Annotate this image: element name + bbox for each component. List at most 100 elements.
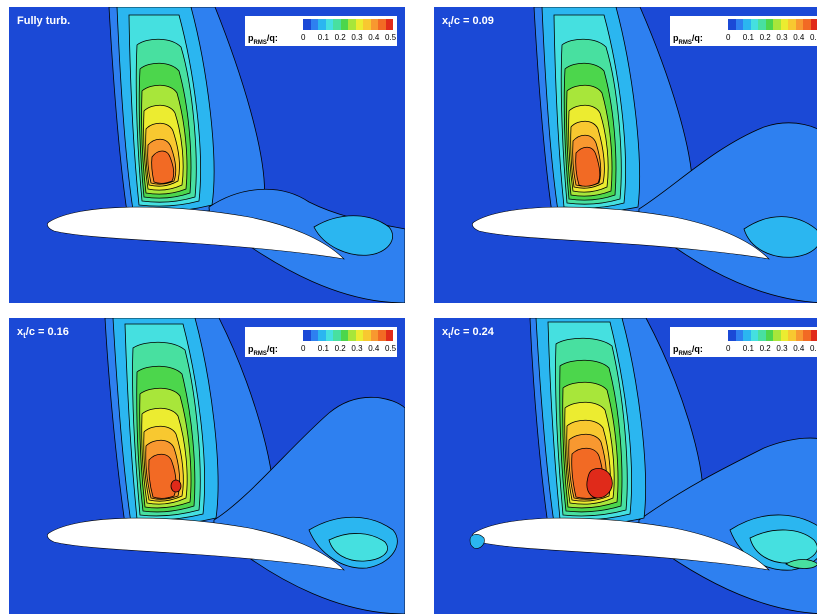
- legend-tick-label: 0: [726, 33, 731, 42]
- legend-colorbar: [728, 19, 817, 30]
- contour-level-10: [575, 146, 601, 187]
- contour-panel-xt-0-24: xt/c = 0.24 pRMS/q: 0 0.1 0.2 0.3 0.4 0.5: [434, 318, 817, 614]
- legend-tick-label: 0.2: [334, 33, 346, 42]
- legend-swatch: [348, 19, 356, 30]
- legend-tick-label: 0.3: [776, 344, 788, 353]
- legend-swatch: [803, 19, 811, 30]
- contour-level-10: [148, 453, 177, 499]
- legend-swatch: [743, 19, 751, 30]
- airfoil: [47, 206, 345, 260]
- legend-swatch: [758, 19, 766, 30]
- contour-level-wake-c: [328, 533, 388, 562]
- legend-colorbar: [303, 330, 393, 341]
- legend-tick-label: 0.2: [759, 344, 771, 353]
- contour-level-10: [151, 150, 175, 184]
- legend-swatch: [310, 19, 318, 30]
- legend-tick-label: 0.1: [742, 344, 754, 353]
- legend-tick-label: 0: [301, 33, 306, 42]
- legend-swatch: [318, 330, 326, 341]
- legend-tick-label: 0.2: [759, 33, 771, 42]
- legend-swatch: [780, 330, 788, 341]
- legend-tick-label: 0.2: [334, 344, 346, 353]
- legend-label: pRMS/q:: [248, 344, 278, 357]
- legend-tick-label: 0.1: [317, 33, 329, 42]
- legend-swatch: [340, 330, 348, 341]
- legend-ticks: 0 0.1 0.2 0.3 0.4 0.5: [722, 33, 817, 44]
- airfoil: [47, 517, 345, 571]
- legend-swatch: [370, 330, 378, 341]
- legend-swatch: [735, 19, 743, 30]
- legend-colorbar: [303, 19, 393, 30]
- legend-swatch: [378, 19, 386, 30]
- contour-panel-fully-turb: Fully turb. pRMS/q: 0 0.1 0.2 0.3 0.4 0.5: [9, 7, 405, 303]
- color-legend: pRMS/q: 0 0.1 0.2 0.3 0.4 0.5: [670, 16, 817, 46]
- legend-swatch: [355, 19, 363, 30]
- legend-swatch: [385, 330, 393, 341]
- legend-tick-label: 0.3: [351, 344, 363, 353]
- panel-title: xt/c = 0.09: [442, 15, 494, 30]
- legend-swatch: [303, 19, 311, 30]
- legend-swatch: [810, 330, 817, 341]
- panel-title: xt/c = 0.24: [442, 326, 494, 341]
- legend-tick-label: 0.4: [793, 344, 805, 353]
- legend-swatch: [385, 19, 393, 30]
- legend-swatch: [333, 330, 341, 341]
- legend-swatch: [803, 330, 811, 341]
- legend-tick-label: 0: [301, 344, 306, 353]
- legend-label: pRMS/q:: [673, 344, 703, 357]
- airfoil: [472, 206, 770, 260]
- legend-swatch: [363, 330, 371, 341]
- contour-plot: [472, 7, 817, 303]
- pressure-contours: [529, 318, 817, 614]
- contour-level-wake-d: [785, 559, 817, 569]
- contour-panel-xt-0-16: xt/c = 0.16 pRMS/q: 0 0.1 0.2 0.3 0.4 0.5: [9, 318, 405, 614]
- legend-ticks: 0 0.1 0.2 0.3 0.4 0.5: [297, 33, 397, 44]
- legend-swatch: [795, 19, 803, 30]
- contour-level-wake-b: [313, 215, 394, 256]
- contour-level-wake-b: [743, 216, 817, 258]
- legend-tick-label: 0.4: [793, 33, 805, 42]
- color-legend: pRMS/q: 0 0.1 0.2 0.3 0.4 0.5: [245, 327, 397, 357]
- legend-swatch: [795, 330, 803, 341]
- legend-tick-label: 0.3: [776, 33, 788, 42]
- legend-tick-label: 0.5: [385, 344, 397, 353]
- legend-tick-label: 0.3: [351, 33, 363, 42]
- contour-plot: [47, 7, 405, 303]
- legend-colorbar: [728, 330, 817, 341]
- color-legend: pRMS/q: 0 0.1 0.2 0.3 0.4 0.5: [670, 327, 817, 357]
- legend-tick-label: 0.5: [385, 33, 397, 42]
- legend-tick-label: 0: [726, 344, 731, 353]
- legend-ticks: 0 0.1 0.2 0.3 0.4 0.5: [297, 344, 397, 355]
- legend-label: pRMS/q:: [673, 33, 703, 46]
- legend-swatch: [788, 330, 796, 341]
- contour-peak: [170, 479, 182, 493]
- legend-swatch: [303, 330, 311, 341]
- panel-title: Fully turb.: [17, 15, 71, 27]
- legend-swatch: [340, 19, 348, 30]
- legend-swatch: [750, 19, 758, 30]
- legend-swatch: [765, 330, 773, 341]
- legend-swatch: [310, 330, 318, 341]
- legend-swatch: [728, 19, 736, 30]
- legend-swatch: [325, 19, 333, 30]
- legend-swatch: [370, 19, 378, 30]
- legend-swatch: [780, 19, 788, 30]
- legend-swatch: [743, 330, 751, 341]
- legend-swatch: [758, 330, 766, 341]
- contour-plot: [469, 318, 817, 614]
- legend-swatch: [735, 330, 743, 341]
- legend-swatch: [728, 330, 736, 341]
- legend-swatch: [363, 19, 371, 30]
- pressure-contours: [108, 7, 405, 303]
- legend-swatch: [325, 330, 333, 341]
- contour-panel-xt-0-09: xt/c = 0.09 pRMS/q: 0 0.1 0.2 0.3 0.4 0.5: [434, 7, 817, 303]
- leading-edge-bubble: [469, 534, 485, 549]
- legend-swatch: [355, 330, 363, 341]
- legend-swatch: [810, 19, 817, 30]
- contour-peak: [586, 468, 613, 499]
- pressure-contours: [104, 318, 405, 614]
- legend-swatch: [773, 19, 781, 30]
- legend-swatch: [333, 19, 341, 30]
- legend-swatch: [750, 330, 758, 341]
- legend-tick-label: 0.1: [742, 33, 754, 42]
